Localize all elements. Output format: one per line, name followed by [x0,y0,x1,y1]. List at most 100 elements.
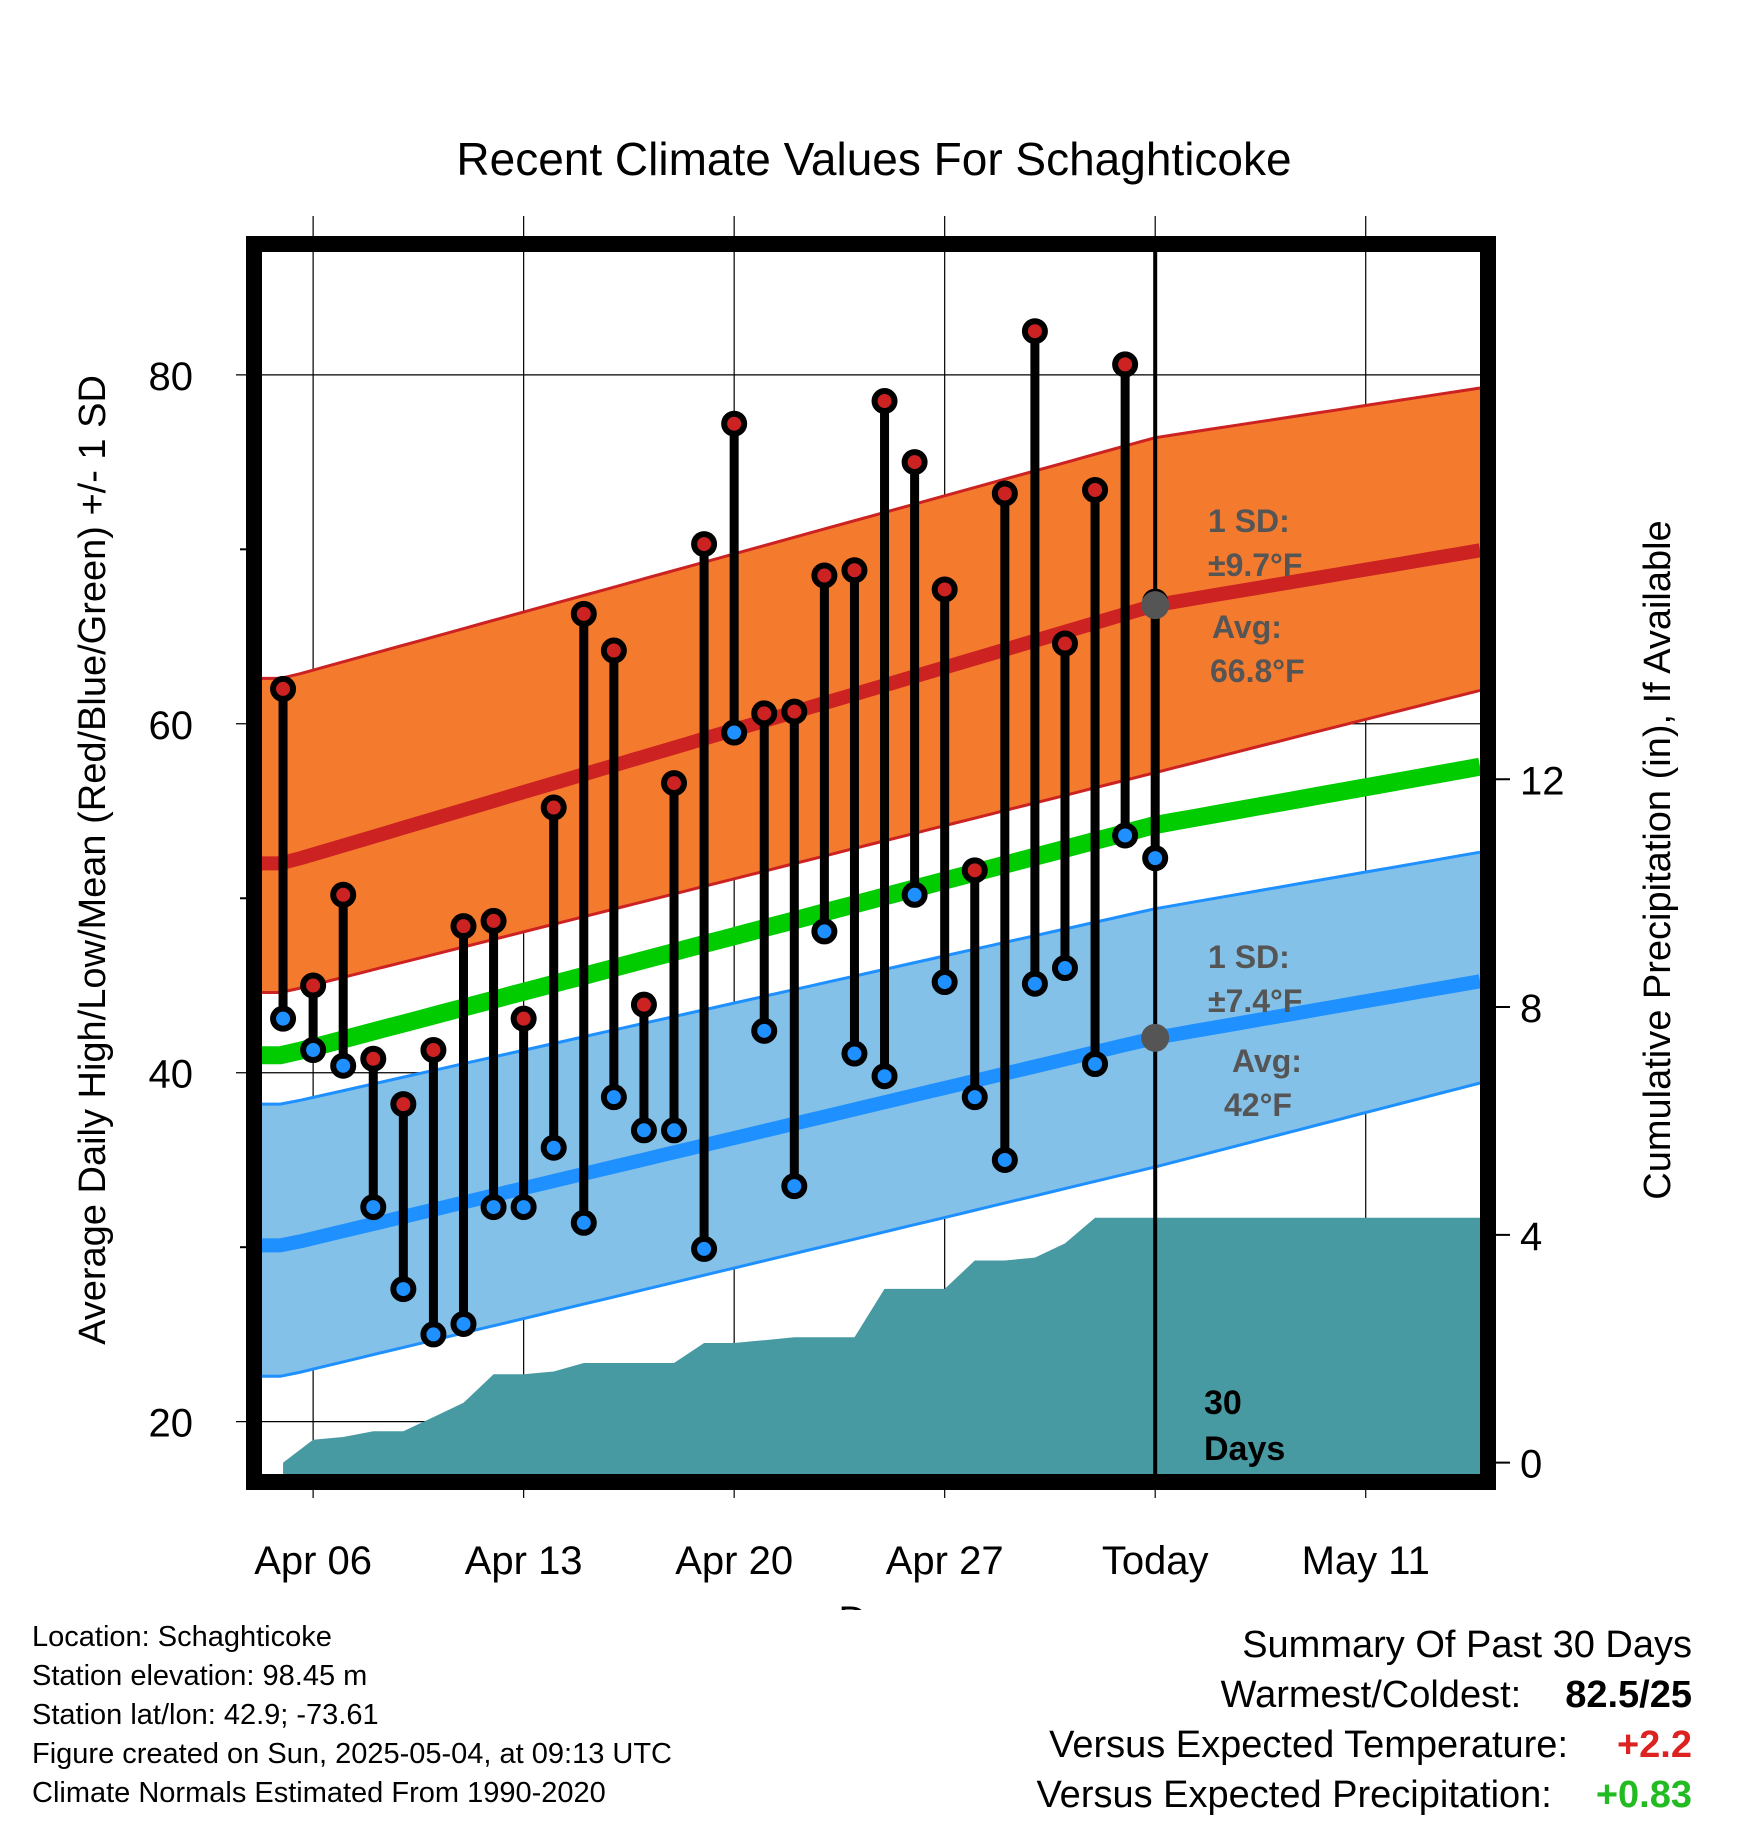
summary-precip-row: Versus Expected Precipitation: +0.83 [1036,1770,1692,1820]
daily-high-point [270,675,297,702]
daily-high-point [570,600,597,627]
daily-low-point [1082,1051,1109,1077]
daily-high-point [540,794,567,821]
daily-high-point [360,1045,387,1072]
daily-high-point [721,410,748,437]
daily-low-point [1021,970,1048,997]
today-low-normal-point [1141,1023,1170,1052]
daily-high-point [390,1091,417,1118]
elevation-text: Station elevation: 98.45 m [32,1660,368,1692]
daily-low-point [420,1321,447,1348]
temp-value: +2.2 [1616,1724,1692,1766]
low-sd-label: 1 SD: [1208,939,1290,975]
daily-high-point [600,637,627,664]
today-high-normal-point [1141,591,1170,620]
daily-low-point [300,1037,327,1064]
x-tick-label: Apr 20 [675,1539,793,1583]
daily-low-point [961,1084,988,1111]
daily-high-point [510,1005,537,1032]
daily-high-point [480,907,507,934]
daily-high-point [1021,318,1048,345]
precip-label: Versus Expected Precipitation: [1036,1774,1552,1816]
daily-high-point [1082,477,1109,503]
daily-low-point [390,1276,417,1303]
daily-low-point [510,1194,537,1221]
summary-temp-row: Versus Expected Temperature: +2.2 [1036,1720,1692,1770]
daily-low-point [991,1146,1018,1173]
daily-low-point [751,1017,778,1044]
daily-low-point [270,1005,297,1032]
daily-values [246,236,1496,1490]
warmest-value: 82.5/25 [1565,1674,1692,1716]
high-sd-value: ±9.7°F [1208,547,1302,583]
x-tick-label: May 11 [1302,1539,1430,1583]
daily-high-point [691,531,718,558]
daily-low-point [691,1235,718,1262]
warmest-label: Warmest/Coldest: [1220,1674,1522,1716]
daily-high-point [330,881,357,908]
daily-high-point [811,562,838,589]
y-tick-label-right: 4 [1520,1215,1542,1259]
normals-text: Climate Normals Estimated From 1990-2020 [32,1777,606,1809]
high-upper-line [260,386,1481,680]
daily-low-point [450,1310,477,1337]
x-axis-label: Day [838,1599,909,1610]
daily-low-point [811,918,838,945]
created-text: Figure created on Sun, 2025-05-04, at 09… [32,1738,672,1770]
daily-high-point [841,557,868,584]
y-axis-label-left: Average Daily High/Low/Mean (Red/Blue/Gr… [72,375,114,1345]
daily-low-point [721,719,748,746]
daily-high-point [991,480,1018,507]
daily-low-point [360,1194,387,1221]
daily-low-point [1051,955,1078,982]
precip-value: +0.83 [1595,1774,1692,1816]
daily-high-point [1112,351,1139,378]
daily-low-point [630,1117,657,1144]
y-axis-label-right: Cumulative Precipitation (in), If Availa… [1637,520,1679,1199]
axis-ticks: Apr 06 Apr 13 Apr 20 Apr 27 Today May 1120406… [149,355,1565,1583]
daily-low-point [570,1209,597,1236]
x-tick-label: Apr 13 [465,1539,583,1583]
high-avg-label: Avg: [1212,609,1282,645]
chart-title: Recent Climate Values For Schaghticoke [456,133,1291,185]
daily-low-point [540,1134,567,1161]
daily-high-point [630,991,657,1018]
y-tick-label-right: 0 [1520,1443,1542,1487]
daily-low-point [931,969,958,995]
daily-high-point [871,388,898,415]
daily-low-point [901,881,928,908]
daily-low-point [661,1117,688,1144]
daily-high-point [901,449,928,476]
latlon-text: Station lat/lon: 42.9; -73.61 [32,1699,379,1731]
x-tick-label: Apr 27 [886,1539,1004,1583]
low-avg-label: Avg: [1232,1043,1302,1079]
high-avg-value: 66.8°F [1210,653,1305,689]
daily-high-point [751,700,778,727]
daily-high-point [450,913,477,940]
summary-panel: Summary Of Past 30 Days Warmest/Coldest:… [1036,1620,1692,1820]
daily-low-point [1112,822,1139,849]
y-tick-label-right: 8 [1520,987,1542,1031]
station-info: Location: Schaghticoke Station elevation… [32,1618,672,1813]
daily-high-point [420,1037,447,1064]
annotations: 1 SD: ±9.7°F Avg: 66.8°F 1 SD: ±7.4°F Avg: 42°F… [1204,503,1305,1468]
daily-low-point [1142,845,1169,872]
daily-high-point [661,770,688,797]
plot-frame [246,236,1496,1490]
daily-high-point [1051,630,1078,657]
low-sd-band [260,852,1480,1377]
y-tick-label-left: 20 [149,1402,194,1446]
y-tick-label-left: 80 [149,355,194,399]
daily-low-point [841,1040,868,1067]
y-tick-label-left: 60 [149,704,194,748]
y-tick-label-right: 12 [1520,759,1565,803]
daily-high-point [931,576,958,603]
daily-low-point [781,1173,808,1200]
daily-low-point [330,1052,357,1079]
low-avg-value: 42°F [1224,1087,1292,1123]
summary-warmest-row: Warmest/Coldest: 82.5/25 [1036,1670,1692,1720]
daily-low-point [600,1084,627,1111]
x-tick-label: Apr 06 [254,1539,372,1583]
temp-label: Versus Expected Temperature: [1049,1724,1568,1766]
y-tick-label-left: 40 [149,1053,194,1097]
